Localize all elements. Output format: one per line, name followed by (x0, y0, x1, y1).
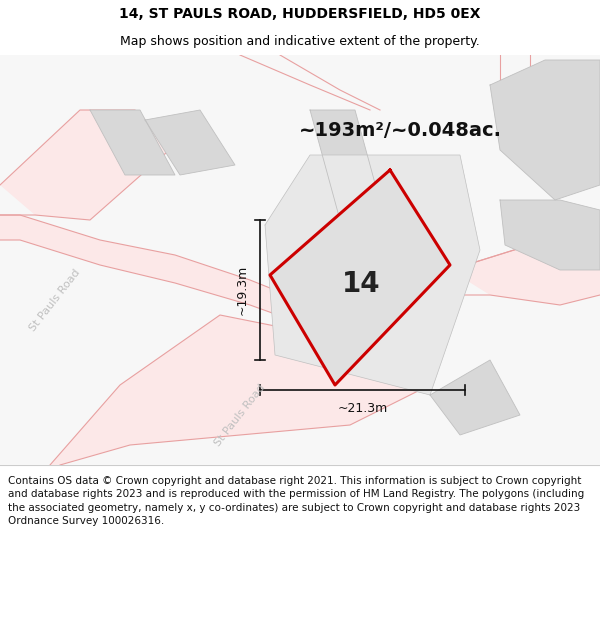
Polygon shape (500, 200, 600, 270)
Text: ~193m²/~0.048ac.: ~193m²/~0.048ac. (299, 121, 502, 139)
Polygon shape (50, 315, 430, 465)
Polygon shape (310, 110, 385, 220)
Polygon shape (555, 60, 600, 85)
Polygon shape (0, 215, 300, 323)
Text: St Pauls Road: St Pauls Road (213, 382, 267, 448)
Text: Contains OS data © Crown copyright and database right 2021. This information is : Contains OS data © Crown copyright and d… (8, 476, 584, 526)
Text: ~19.3m: ~19.3m (235, 265, 248, 315)
Polygon shape (145, 110, 235, 175)
Polygon shape (265, 155, 480, 395)
Text: St Pauls Road: St Pauls Road (28, 267, 82, 333)
Polygon shape (430, 360, 520, 435)
Polygon shape (450, 245, 600, 305)
Text: 14: 14 (342, 270, 380, 298)
Text: ~21.3m: ~21.3m (337, 401, 388, 414)
Text: 14, ST PAULS ROAD, HUDDERSFIELD, HD5 0EX: 14, ST PAULS ROAD, HUDDERSFIELD, HD5 0EX (119, 7, 481, 21)
Text: Map shows position and indicative extent of the property.: Map shows position and indicative extent… (120, 35, 480, 48)
Polygon shape (490, 60, 600, 200)
Polygon shape (90, 110, 175, 175)
Polygon shape (0, 110, 175, 220)
Polygon shape (270, 170, 450, 385)
